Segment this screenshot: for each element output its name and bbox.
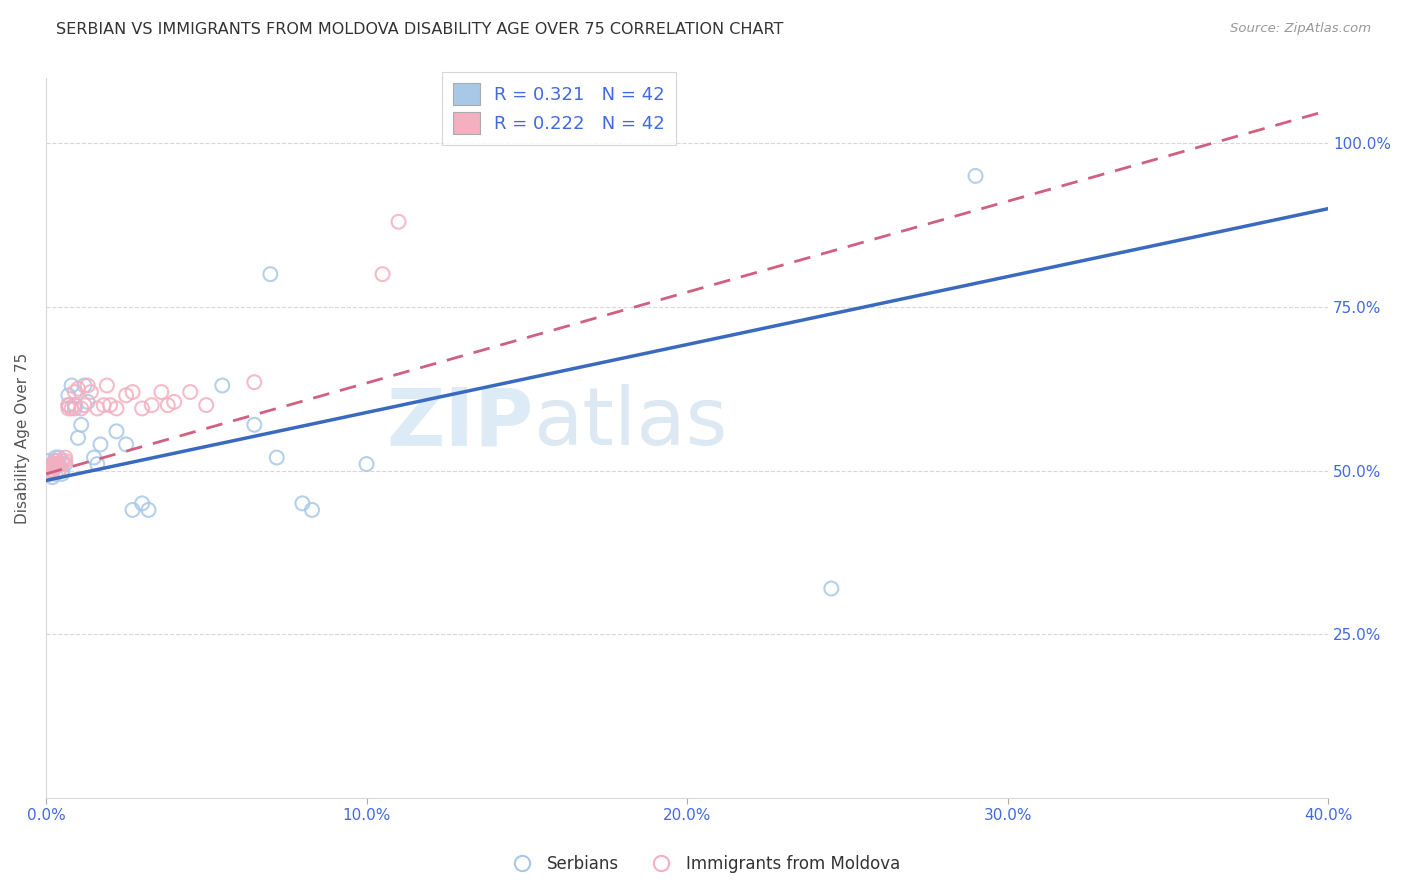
Point: [53, 450, 76, 465]
Point: [48, 457, 70, 471]
Point: [115, 437, 138, 451]
Point: [60, 378, 83, 392]
Point: [76, 395, 98, 409]
Point: [58, 398, 80, 412]
Point: [98, 398, 121, 412]
Point: [38, 460, 60, 475]
Point: [45, 460, 67, 475]
Point: [86, 457, 108, 471]
Point: [66, 382, 89, 396]
Point: [121, 503, 143, 517]
Point: [96, 378, 118, 392]
Point: [45, 454, 67, 468]
Point: [53, 454, 76, 468]
Point: [53, 457, 76, 471]
Point: [63, 398, 86, 412]
Legend: R = 0.321   N = 42, R = 0.222   N = 42: R = 0.321 N = 42, R = 0.222 N = 42: [441, 72, 676, 145]
Point: [820, 582, 842, 596]
Point: [73, 398, 96, 412]
Point: [45, 454, 67, 468]
Point: [80, 385, 103, 400]
Point: [51, 457, 73, 471]
Point: [387, 215, 409, 229]
Point: [58, 398, 80, 412]
Point: [89, 437, 111, 451]
Point: [70, 417, 93, 432]
Point: [301, 503, 323, 517]
Point: [48, 450, 70, 465]
Point: [48, 464, 70, 478]
Point: [38, 460, 60, 475]
Point: [41, 457, 63, 471]
Point: [58, 388, 80, 402]
Point: [41, 460, 63, 475]
Point: [63, 401, 86, 416]
Point: [156, 398, 179, 412]
Point: [291, 496, 314, 510]
Text: ZIP: ZIP: [385, 384, 533, 462]
Point: [51, 467, 73, 481]
Point: [179, 385, 201, 400]
Y-axis label: Disability Age Over 75: Disability Age Over 75: [15, 352, 30, 524]
Point: [41, 464, 63, 478]
Point: [131, 496, 153, 510]
Point: [58, 401, 80, 416]
Legend: Serbians, Immigrants from Moldova: Serbians, Immigrants from Moldova: [499, 848, 907, 880]
Point: [131, 401, 153, 416]
Point: [266, 450, 288, 465]
Text: atlas: atlas: [533, 384, 727, 462]
Point: [38, 467, 60, 481]
Point: [141, 398, 163, 412]
Point: [121, 385, 143, 400]
Point: [83, 450, 105, 465]
Point: [45, 467, 67, 481]
Point: [195, 398, 218, 412]
Text: SERBIAN VS IMMIGRANTS FROM MOLDOVA DISABILITY AGE OVER 75 CORRELATION CHART: SERBIAN VS IMMIGRANTS FROM MOLDOVA DISAB…: [56, 22, 783, 37]
Point: [70, 401, 93, 416]
Point: [356, 457, 378, 471]
Point: [41, 457, 63, 471]
Point: [150, 385, 173, 400]
Point: [965, 169, 987, 183]
Point: [243, 417, 266, 432]
Point: [48, 457, 70, 471]
Point: [38, 454, 60, 468]
Point: [38, 467, 60, 481]
Point: [138, 503, 160, 517]
Text: Source: ZipAtlas.com: Source: ZipAtlas.com: [1230, 22, 1371, 36]
Point: [60, 401, 83, 416]
Point: [63, 398, 86, 412]
Point: [86, 401, 108, 416]
Point: [93, 398, 115, 412]
Point: [105, 401, 128, 416]
Point: [73, 378, 96, 392]
Point: [45, 450, 67, 465]
Point: [45, 457, 67, 471]
Point: [163, 395, 186, 409]
Point: [45, 460, 67, 475]
Point: [38, 464, 60, 478]
Point: [115, 388, 138, 402]
Point: [76, 378, 98, 392]
Point: [66, 431, 89, 445]
Point: [105, 425, 128, 439]
Point: [371, 267, 394, 281]
Point: [211, 378, 233, 392]
Point: [41, 470, 63, 484]
Point: [51, 454, 73, 468]
Point: [48, 464, 70, 478]
Point: [259, 267, 281, 281]
Point: [51, 464, 73, 478]
Point: [63, 385, 86, 400]
Point: [243, 375, 266, 389]
Point: [41, 464, 63, 478]
